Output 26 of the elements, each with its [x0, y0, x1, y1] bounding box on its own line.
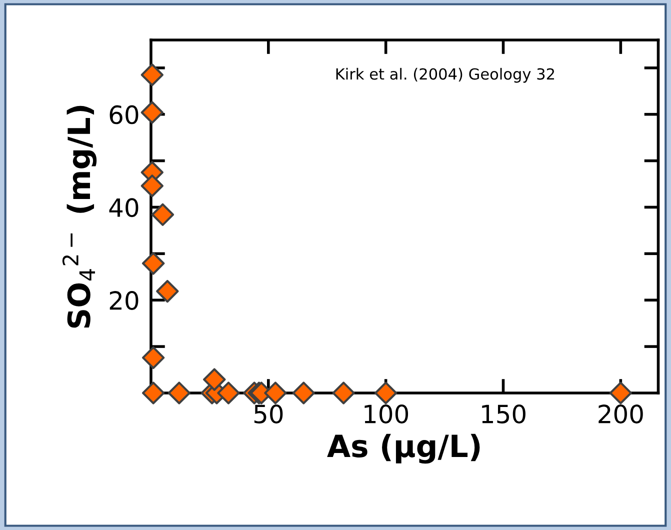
point [140, 101, 164, 124]
point [142, 382, 165, 404]
point [217, 382, 240, 404]
point [156, 280, 179, 303]
x-tick-label: 200 [598, 404, 643, 424]
x-tick-label: 50 [254, 404, 283, 424]
point [168, 382, 190, 404]
point [142, 252, 165, 275]
point [374, 382, 398, 404]
y-tick-label: 60 [110, 105, 138, 124]
point [292, 382, 315, 404]
point [151, 203, 174, 226]
point [142, 346, 165, 370]
x-tick-label: 150 [482, 404, 526, 424]
point [140, 174, 164, 198]
x-tick-label: 100 [364, 404, 408, 424]
y-tick-label: 40 [109, 198, 138, 218]
point [264, 382, 287, 404]
point [609, 382, 632, 404]
x-axis-title: As (µg/L) [327, 434, 480, 464]
annotation: Kirk et al. (2004) Geology 32 [336, 68, 554, 83]
y-tick-label: 20 [110, 291, 138, 310]
y-axis-title: SO$_{4}$$^{2−}$ (mg/L) [62, 106, 97, 328]
point [332, 382, 355, 404]
point [140, 64, 164, 86]
point [203, 368, 226, 391]
